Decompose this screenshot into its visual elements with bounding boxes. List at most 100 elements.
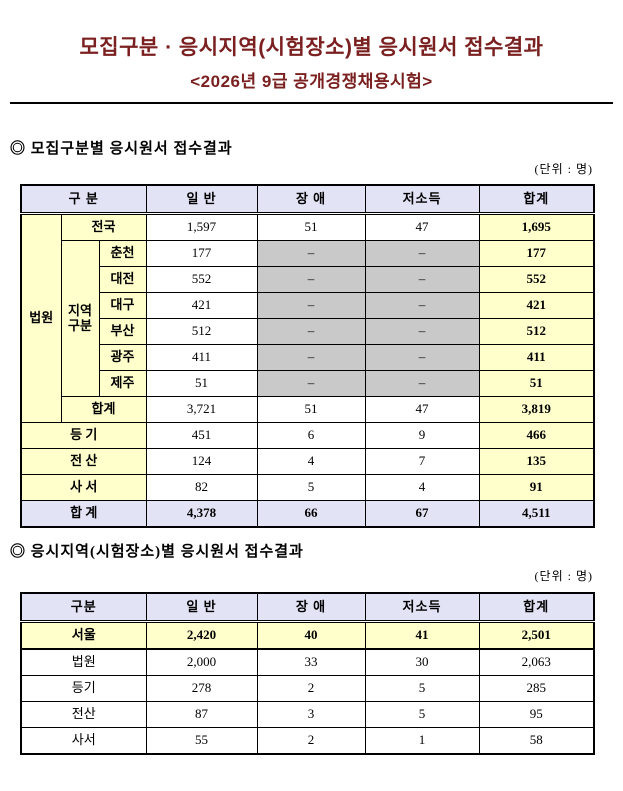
sum-cell: 1,695 — [478, 213, 595, 241]
value-cell: 87 — [145, 701, 258, 728]
table-row: 법원 2,000 33 30 2,063 — [20, 648, 595, 676]
column-header: 합계 — [478, 592, 595, 623]
value-cell: 47 — [364, 213, 480, 241]
value-cell: 124 — [145, 448, 258, 475]
value-cell: 4,378 — [145, 500, 258, 528]
table-row: 대구 421– –421 — [21, 292, 595, 319]
value-cell: 2,000 — [145, 648, 258, 676]
table-row: 서울 2,420 40 41 2,501 — [20, 621, 595, 650]
value-cell: – — [364, 318, 480, 345]
sum-cell: 177 — [478, 240, 595, 267]
value-cell: 5 — [256, 474, 366, 501]
value-cell: – — [256, 318, 366, 345]
value-cell: 7 — [364, 448, 480, 475]
value-cell: 33 — [256, 648, 366, 676]
row-label-daejeon: 대전 — [98, 266, 147, 293]
row-label-region-group: 지역 구분 — [60, 240, 100, 397]
section-recruitment-heading: ◎ 모집구분별 응시원서 접수결과 — [10, 141, 233, 157]
value-cell: – — [256, 344, 366, 371]
column-header: 합계 — [478, 184, 595, 215]
sum-cell: 411 — [478, 344, 595, 371]
table-row: 제주 51– –51 — [21, 370, 595, 397]
value-cell: – — [256, 370, 366, 397]
value-cell: 4 — [364, 474, 480, 501]
table-row: 법원 전국 1,597 51 47 1,695 — [20, 213, 595, 423]
row-label-it: 전산 — [20, 701, 147, 728]
page-title: 모집구분 · 응시지역(시험장소)별 응시원서 접수결과 — [79, 36, 544, 59]
sum-cell: 91 — [478, 474, 595, 501]
value-cell: – — [364, 344, 480, 371]
unit-label: (단위 : 명) — [534, 569, 593, 583]
value-cell: 2 — [256, 675, 366, 702]
table-row: 전 산 124 4 7 135 — [20, 448, 595, 475]
row-label-court: 법원 — [20, 213, 62, 423]
row-label-librarian: 사서 — [20, 727, 147, 755]
value-cell: 1,597 — [145, 213, 258, 241]
table-row: 합 계 4,378 66 67 4,511 — [20, 500, 595, 528]
column-header: 저소득 — [364, 592, 480, 623]
row-label-busan: 부산 — [98, 318, 147, 345]
row-label-court-subtotal: 합계 — [60, 396, 147, 423]
table-row: 등기 278 2 5 285 — [20, 675, 595, 702]
sum-cell: 466 — [478, 422, 595, 449]
value-cell: 512 — [145, 318, 258, 345]
table-row: 부산 512– –512 — [21, 318, 595, 345]
row-label-grand-total: 합 계 — [20, 500, 147, 528]
row-label-nationwide: 전국 — [60, 213, 147, 241]
sum-cell: 4,511 — [478, 500, 595, 528]
sum-cell: 51 — [478, 370, 595, 397]
value-cell: – — [256, 240, 366, 267]
value-cell: 55 — [145, 727, 258, 755]
sum-cell: 285 — [478, 675, 595, 702]
value-cell: 67 — [364, 500, 480, 528]
value-cell: 47 — [364, 396, 480, 423]
column-header: 저소득 — [364, 184, 480, 215]
table-row: 광주 411– –411 — [21, 344, 595, 371]
value-cell: 4 — [256, 448, 366, 475]
column-header: 구 분 — [20, 184, 147, 215]
value-cell: 9 — [364, 422, 480, 449]
sum-cell: 95 — [478, 701, 595, 728]
sum-cell: 512 — [478, 318, 595, 345]
value-cell: – — [364, 370, 480, 397]
section-region-heading: ◎ 응시지역(시험장소)별 응시원서 접수결과 — [10, 544, 304, 560]
sum-cell: 135 — [478, 448, 595, 475]
unit-label: (단위 : 명) — [534, 162, 593, 176]
value-cell: 2 — [256, 727, 366, 755]
divider — [10, 102, 613, 104]
row-label-daegu: 대구 — [98, 292, 147, 319]
row-label-gwangju: 광주 — [98, 344, 147, 371]
row-label-librarian: 사 서 — [20, 474, 147, 501]
sum-cell: 552 — [478, 266, 595, 293]
value-cell: 82 — [145, 474, 258, 501]
value-cell: 421 — [145, 292, 258, 319]
value-cell: – — [364, 266, 480, 293]
value-cell: 41 — [364, 621, 480, 650]
row-label-it: 전 산 — [20, 448, 147, 475]
row-label-registry: 등기 — [20, 675, 147, 702]
sum-cell: 421 — [478, 292, 595, 319]
value-cell: 451 — [145, 422, 258, 449]
table-row: 전산 87 3 5 95 — [20, 701, 595, 728]
value-cell: 177 — [145, 240, 258, 267]
row-label-seoul: 서울 — [20, 621, 147, 650]
table-row: 지역 구분 춘천 177– –177 — [21, 240, 595, 397]
value-cell: 40 — [256, 621, 366, 650]
row-label-court: 법원 — [20, 648, 147, 676]
value-cell: – — [256, 292, 366, 319]
value-cell: 51 — [145, 370, 258, 397]
value-cell: 3 — [256, 701, 366, 728]
row-label-jeju: 제주 — [98, 370, 147, 397]
row-label-chuncheon: 춘천 — [98, 240, 147, 267]
row-label-registry: 등 기 — [20, 422, 147, 449]
value-cell: 5 — [364, 701, 480, 728]
column-header: 장 애 — [256, 592, 366, 623]
value-cell: 6 — [256, 422, 366, 449]
value-cell: 5 — [364, 675, 480, 702]
column-header: 장 애 — [256, 184, 366, 215]
value-cell: 51 — [256, 213, 366, 241]
column-header: 일 반 — [145, 184, 258, 215]
